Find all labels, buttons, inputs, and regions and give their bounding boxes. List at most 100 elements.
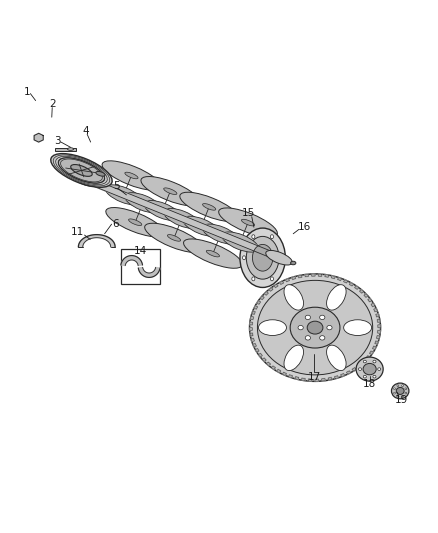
Ellipse shape	[402, 395, 403, 397]
Polygon shape	[253, 344, 256, 347]
Polygon shape	[349, 282, 353, 286]
Polygon shape	[357, 364, 361, 368]
Text: 3: 3	[54, 136, 61, 146]
Polygon shape	[371, 303, 375, 306]
Ellipse shape	[363, 360, 366, 363]
Polygon shape	[343, 280, 348, 283]
Polygon shape	[376, 314, 379, 317]
Ellipse shape	[105, 185, 142, 205]
Ellipse shape	[327, 285, 346, 310]
Ellipse shape	[206, 251, 219, 257]
Ellipse shape	[356, 357, 383, 381]
Polygon shape	[372, 346, 376, 350]
Polygon shape	[292, 277, 296, 279]
Ellipse shape	[258, 280, 373, 375]
Ellipse shape	[358, 368, 361, 370]
Polygon shape	[121, 256, 142, 265]
Polygon shape	[254, 306, 258, 309]
Polygon shape	[341, 374, 345, 377]
Ellipse shape	[270, 277, 273, 281]
Polygon shape	[360, 289, 364, 293]
Ellipse shape	[405, 392, 407, 394]
Ellipse shape	[96, 172, 105, 176]
Polygon shape	[374, 309, 378, 312]
Ellipse shape	[144, 200, 181, 221]
Ellipse shape	[284, 285, 304, 310]
Polygon shape	[251, 338, 254, 342]
Ellipse shape	[163, 208, 200, 229]
Polygon shape	[271, 366, 276, 369]
Polygon shape	[283, 372, 286, 375]
Polygon shape	[250, 333, 253, 336]
Ellipse shape	[373, 360, 376, 363]
Polygon shape	[251, 317, 254, 320]
Ellipse shape	[266, 251, 292, 265]
Polygon shape	[378, 330, 381, 333]
Ellipse shape	[219, 208, 277, 237]
Ellipse shape	[394, 392, 396, 394]
Polygon shape	[362, 360, 366, 364]
Ellipse shape	[58, 158, 105, 183]
Text: 16: 16	[297, 222, 311, 232]
Polygon shape	[250, 328, 252, 330]
Polygon shape	[266, 362, 271, 366]
Ellipse shape	[67, 148, 74, 150]
Ellipse shape	[394, 388, 396, 390]
Polygon shape	[34, 133, 43, 142]
Ellipse shape	[129, 219, 142, 225]
Polygon shape	[325, 274, 328, 277]
Ellipse shape	[71, 165, 92, 176]
Polygon shape	[311, 274, 315, 276]
Ellipse shape	[405, 388, 407, 390]
Ellipse shape	[252, 277, 255, 281]
Polygon shape	[138, 268, 160, 277]
Polygon shape	[377, 336, 380, 339]
Ellipse shape	[141, 176, 200, 206]
Polygon shape	[78, 235, 115, 247]
Polygon shape	[295, 377, 299, 379]
Ellipse shape	[125, 172, 138, 179]
Ellipse shape	[363, 364, 376, 375]
Text: 15: 15	[242, 208, 255, 218]
Polygon shape	[84, 176, 280, 261]
Polygon shape	[378, 325, 381, 328]
Polygon shape	[250, 322, 253, 325]
Ellipse shape	[344, 320, 371, 335]
Ellipse shape	[397, 395, 399, 397]
Text: 1: 1	[24, 87, 30, 97]
Ellipse shape	[290, 307, 340, 348]
Text: 19: 19	[395, 395, 408, 405]
Ellipse shape	[363, 375, 366, 378]
Polygon shape	[84, 176, 280, 261]
Ellipse shape	[222, 232, 258, 252]
Polygon shape	[252, 311, 255, 314]
Text: 4: 4	[82, 126, 89, 136]
Ellipse shape	[102, 161, 161, 190]
Polygon shape	[288, 375, 293, 378]
Polygon shape	[301, 378, 305, 381]
Ellipse shape	[305, 315, 311, 320]
Polygon shape	[366, 356, 370, 359]
Polygon shape	[377, 319, 380, 322]
Ellipse shape	[252, 235, 255, 239]
Polygon shape	[368, 298, 372, 302]
Polygon shape	[258, 353, 262, 357]
Ellipse shape	[240, 228, 286, 287]
Polygon shape	[308, 379, 312, 381]
Ellipse shape	[392, 383, 409, 399]
Ellipse shape	[305, 336, 311, 340]
Text: 11: 11	[71, 228, 84, 237]
Ellipse shape	[183, 216, 220, 237]
Ellipse shape	[243, 256, 246, 260]
Ellipse shape	[167, 235, 180, 241]
Ellipse shape	[396, 387, 404, 394]
Ellipse shape	[184, 239, 242, 268]
Polygon shape	[315, 379, 318, 381]
Polygon shape	[328, 377, 332, 380]
Ellipse shape	[320, 336, 325, 340]
Polygon shape	[279, 281, 284, 285]
Bar	[55, 148, 76, 151]
Text: 18: 18	[363, 379, 376, 390]
Polygon shape	[331, 276, 336, 279]
Ellipse shape	[241, 219, 254, 226]
